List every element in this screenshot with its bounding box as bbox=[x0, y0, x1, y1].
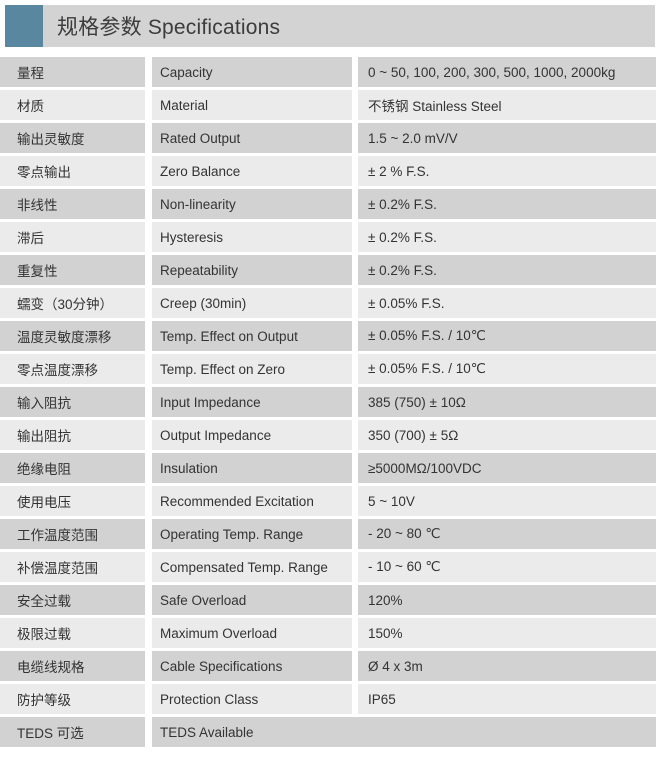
spec-value: 120% bbox=[358, 585, 656, 615]
spec-label-cn: 绝缘电阻 bbox=[0, 453, 145, 483]
spec-value: ± 0.2% F.S. bbox=[358, 255, 656, 285]
spec-label-en: Insulation bbox=[152, 453, 352, 483]
spec-label-en: Compensated Temp. Range bbox=[152, 552, 352, 582]
spec-label-en: Repeatability bbox=[152, 255, 352, 285]
table-row: 补偿温度范围 Compensated Temp. Range - 10 ~ 60 ℃ bbox=[0, 552, 656, 582]
spec-label-en: Safe Overload bbox=[152, 585, 352, 615]
spec-value: IP65 bbox=[358, 684, 656, 714]
table-row: 输出阻抗 Output Impedance 350 (700) ± 5Ω bbox=[0, 420, 656, 450]
spec-value: 0 ~ 50, 100, 200, 300, 500, 1000, 2000kg bbox=[358, 57, 656, 87]
spec-label-cn: 滞后 bbox=[0, 222, 145, 252]
spec-value: ± 0.05% F.S. bbox=[358, 288, 656, 318]
spec-label-en: Capacity bbox=[152, 57, 352, 87]
spec-value: ± 2 % F.S. bbox=[358, 156, 656, 186]
spec-label-en: Protection Class bbox=[152, 684, 352, 714]
spec-label-cn: 蠕变（30分钟） bbox=[0, 288, 145, 318]
spec-value: 5 ~ 10V bbox=[358, 486, 656, 516]
table-row: TEDS 可选 TEDS Available bbox=[0, 717, 656, 747]
spec-value: ≥5000MΩ/100VDC bbox=[358, 453, 656, 483]
spec-label-en: Rated Output bbox=[152, 123, 352, 153]
table-row: 滞后 Hysteresis ± 0.2% F.S. bbox=[0, 222, 656, 252]
spec-label-en: Creep (30min) bbox=[152, 288, 352, 318]
spec-label-cn: 零点输出 bbox=[0, 156, 145, 186]
spec-label-en: Maximum Overload bbox=[152, 618, 352, 648]
spec-label-cn: 量程 bbox=[0, 57, 145, 87]
table-row: 输入阻抗 Input Impedance 385 (750) ± 10Ω bbox=[0, 387, 656, 417]
spec-label-cn: 输出阻抗 bbox=[0, 420, 145, 450]
spec-label-cn: 防护等级 bbox=[0, 684, 145, 714]
spec-value: ± 0.05% F.S. / 10℃ bbox=[358, 321, 656, 351]
spec-label-en: Temp. Effect on Zero bbox=[152, 354, 352, 384]
table-row: 极限过载 Maximum Overload 150% bbox=[0, 618, 656, 648]
table-row: 防护等级 Protection Class IP65 bbox=[0, 684, 656, 714]
spec-label-cn: 重复性 bbox=[0, 255, 145, 285]
spec-value: 1.5 ~ 2.0 mV/V bbox=[358, 123, 656, 153]
table-row: 温度灵敏度漂移 Temp. Effect on Output ± 0.05% F.S… bbox=[0, 321, 656, 351]
table-row: 重复性 Repeatability ± 0.2% F.S. bbox=[0, 255, 656, 285]
table-row: 非线性 Non-linearity ± 0.2% F.S. bbox=[0, 189, 656, 219]
spec-value: - 20 ~ 80 ℃ bbox=[358, 519, 656, 549]
spec-label-cn: TEDS 可选 bbox=[0, 717, 145, 747]
spec-label-cn: 输入阻抗 bbox=[0, 387, 145, 417]
spec-value: 150% bbox=[358, 618, 656, 648]
spec-label-cn: 电缆线规格 bbox=[0, 651, 145, 681]
table-row: 绝缘电阻 Insulation ≥5000MΩ/100VDC bbox=[0, 453, 656, 483]
table-row: 零点输出 Zero Balance ± 2 % F.S. bbox=[0, 156, 656, 186]
page-header: 规格参数 Specifications bbox=[5, 5, 655, 47]
table-row: 输出灵敏度 Rated Output 1.5 ~ 2.0 mV/V bbox=[0, 123, 656, 153]
spec-label-en: Non-linearity bbox=[152, 189, 352, 219]
spec-label-en: Operating Temp. Range bbox=[152, 519, 352, 549]
table-row: 材质 Material 不锈钢 Stainless Steel bbox=[0, 90, 656, 120]
spec-value: Ø 4 x 3m bbox=[358, 651, 656, 681]
spec-label-cn: 补偿温度范围 bbox=[0, 552, 145, 582]
spec-label-cn: 工作温度范围 bbox=[0, 519, 145, 549]
spec-label-cn: 输出灵敏度 bbox=[0, 123, 145, 153]
page-title: 规格参数 Specifications bbox=[57, 16, 281, 39]
spec-label-en: Input Impedance bbox=[152, 387, 352, 417]
table-row: 蠕变（30分钟） Creep (30min) ± 0.05% F.S. bbox=[0, 288, 656, 318]
spec-label-cn: 温度灵敏度漂移 bbox=[0, 321, 145, 351]
table-row: 工作温度范围 Operating Temp. Range - 20 ~ 80 ℃ bbox=[0, 519, 656, 549]
spec-label-en: Output Impedance bbox=[152, 420, 352, 450]
spec-label-cn: 零点温度漂移 bbox=[0, 354, 145, 384]
spec-value: ± 0.05% F.S. / 10℃ bbox=[358, 354, 656, 384]
spec-value: ± 0.2% F.S. bbox=[358, 189, 656, 219]
spec-label-en: Cable Specifications bbox=[152, 651, 352, 681]
spec-label-cn: 极限过载 bbox=[0, 618, 145, 648]
spec-label-cn: 使用电压 bbox=[0, 486, 145, 516]
specifications-table: 量程 Capacity 0 ~ 50, 100, 200, 300, 500, 10… bbox=[0, 57, 656, 750]
spec-label-en: Zero Balance bbox=[152, 156, 352, 186]
spec-value: - 10 ~ 60 ℃ bbox=[358, 552, 656, 582]
spec-label-en: Temp. Effect on Output bbox=[152, 321, 352, 351]
spec-label-cn: 安全过载 bbox=[0, 585, 145, 615]
spec-label-en: Material bbox=[152, 90, 352, 120]
table-row: 安全过载 Safe Overload 120% bbox=[0, 585, 656, 615]
spec-value: 350 (700) ± 5Ω bbox=[358, 420, 656, 450]
table-row: 电缆线规格 Cable Specifications Ø 4 x 3m bbox=[0, 651, 656, 681]
spec-label-cn: 材质 bbox=[0, 90, 145, 120]
spec-label-en: Hysteresis bbox=[152, 222, 352, 252]
table-row: 量程 Capacity 0 ~ 50, 100, 200, 300, 500, 10… bbox=[0, 57, 656, 87]
spec-value: ± 0.2% F.S. bbox=[358, 222, 656, 252]
header-accent-block bbox=[5, 5, 43, 47]
spec-label-en: Recommended Excitation bbox=[152, 486, 352, 516]
table-row: 零点温度漂移 Temp. Effect on Zero ± 0.05% F.S. /… bbox=[0, 354, 656, 384]
table-row: 使用电压 Recommended Excitation 5 ~ 10V bbox=[0, 486, 656, 516]
spec-value: 不锈钢 Stainless Steel bbox=[358, 90, 656, 120]
spec-value: 385 (750) ± 10Ω bbox=[358, 387, 656, 417]
spec-label-en: TEDS Available bbox=[152, 717, 656, 747]
spec-label-cn: 非线性 bbox=[0, 189, 145, 219]
